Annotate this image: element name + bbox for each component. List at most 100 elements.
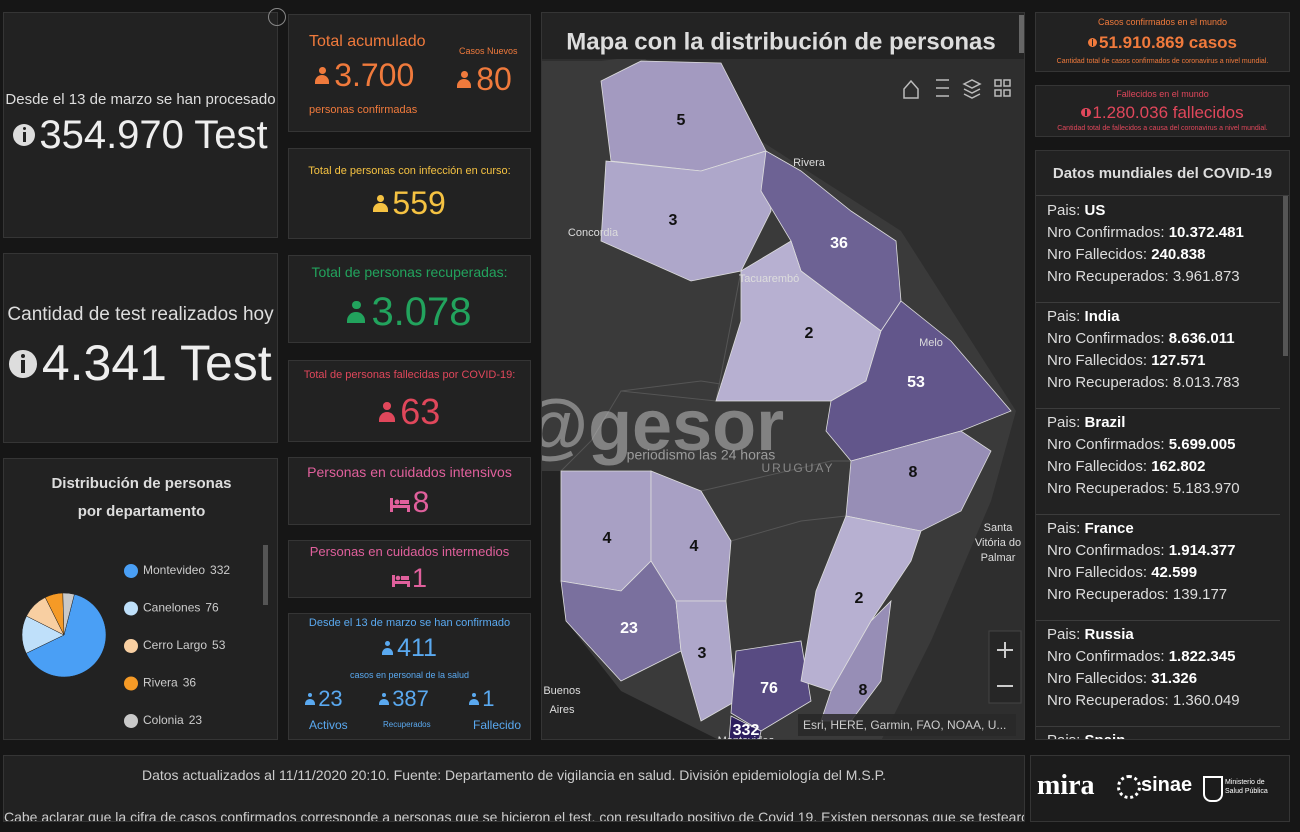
tests-today-value: 4.341 Test <box>4 334 277 392</box>
department-value: 23 <box>620 620 638 637</box>
country-row: Pais: Brazil Nro Confirmados: 5.699.005 Nr… <box>1036 408 1280 515</box>
scrollbar[interactable] <box>1283 196 1288 356</box>
person-icon <box>305 692 315 706</box>
country-row: Pais: India Nro Confirmados: 8.636.011 Nro… <box>1036 302 1280 409</box>
attribution-box <box>798 714 1016 736</box>
department-value: 3 <box>669 212 678 229</box>
country-country: Pais: Brazil <box>1047 414 1125 431</box>
person-icon <box>347 301 366 323</box>
new-cases-value: 80 <box>457 61 512 98</box>
legend-category: Colonia <box>143 713 184 727</box>
tests-processed-card: Desde el 13 de marzo se han procesado 35… <box>3 12 278 238</box>
department <box>730 640 812 732</box>
country-recovered: Nro Recuperados: 1.360.049 <box>1047 692 1240 709</box>
field-label: Pais: <box>1047 732 1080 739</box>
card-value: 8 <box>289 486 530 520</box>
country-deaths: Nro Fallecidos: 127.571 <box>1047 352 1205 369</box>
field-value: 42.599 <box>1151 564 1198 581</box>
country-confirmed: Nro Confirmados: 1.822.345 <box>1047 648 1235 665</box>
info-icon <box>13 124 36 146</box>
value: 1 <box>482 686 495 711</box>
place-label: Palmar <box>981 552 1016 564</box>
layers-button[interactable] <box>962 79 982 99</box>
department <box>728 715 762 739</box>
card-value: 411 <box>289 634 530 663</box>
health-item-label: Fallecido <box>473 718 522 732</box>
department-value: 36 <box>830 235 848 252</box>
place-label: Melo <box>919 337 943 349</box>
world-deaths-card: Fallecidos en el mundo 1.280.036 falleci… <box>1035 85 1290 137</box>
country-recovered: Nro Recuperados: 139.177 <box>1047 586 1227 603</box>
place-label: URUGUAY <box>761 461 834 475</box>
tests-today-label: Cantidad de test realizados hoy <box>7 304 274 325</box>
card-caption: personas confirmadas <box>309 104 418 116</box>
chart-title: Distribución de personas por departament… <box>51 475 232 520</box>
field-value: 139.177 <box>1172 586 1228 603</box>
card-title: Total de personas con infección en curso… <box>308 165 511 177</box>
field-label: Pais: <box>1047 520 1081 537</box>
legend-value: 23 <box>189 713 203 727</box>
distribution-card: Distribución de personas por departament… <box>3 458 278 740</box>
person-icon <box>373 194 388 213</box>
department-value: 8 <box>859 682 868 699</box>
info-icon <box>9 350 37 378</box>
place-label: Vitória do <box>975 537 1021 549</box>
person-icon <box>457 70 472 89</box>
legend-button[interactable] <box>936 79 949 97</box>
card-title: Total de personas recuperadas: <box>311 264 508 280</box>
country-row: Pais: France Nro Confirmados: 1.914.377 Nr… <box>1036 514 1280 621</box>
new-cases-title: Casos Nuevos <box>459 46 518 56</box>
health-card: Desde el 13 de marzo se han confirmado 4… <box>288 613 531 740</box>
card-caption: Cantidad total de fallecidos a causa del… <box>1057 125 1268 132</box>
country-country: Pais: Russia <box>1047 626 1134 643</box>
country-recovered: Nro Recuperados: 8.013.783 <box>1047 374 1240 391</box>
basemap-button[interactable] <box>994 79 1011 97</box>
country-country: Pais: France <box>1047 520 1134 537</box>
place-label: Montevideo <box>718 735 775 740</box>
home-button[interactable] <box>903 79 919 99</box>
card-value: 63 <box>289 391 530 433</box>
zoom-in-button[interactable] <box>997 642 1013 658</box>
department-value: 76 <box>760 680 778 697</box>
deceased-card: Total de personas fallecidas por COVID-1… <box>288 360 531 442</box>
field-value: 5.183.970 <box>1172 480 1240 497</box>
legend-label: Montevideo 332 <box>143 563 230 577</box>
field-value: Spain <box>1085 732 1126 739</box>
expand-button[interactable] <box>268 8 286 26</box>
person-icon <box>379 692 389 706</box>
field-label: Nro Fallecidos: <box>1047 670 1148 687</box>
place-label: Tacuarembó <box>739 273 800 285</box>
bed-icon <box>391 575 410 587</box>
country-row: Pais: Spain <box>1036 726 1280 739</box>
country-country: Pais: India <box>1047 308 1120 325</box>
field-label: Nro Confirmados: <box>1047 436 1165 453</box>
field-label: Nro Confirmados: <box>1047 648 1165 665</box>
card-title: Total de personas fallecidas por COVID-1… <box>303 369 516 381</box>
field-label: Nro Fallecidos: <box>1047 352 1148 369</box>
place-label: Aires <box>549 704 575 716</box>
legend-category: Montevideo <box>143 563 205 577</box>
scrollbar[interactable] <box>263 545 268 605</box>
field-label: Nro Confirmados: <box>1047 330 1165 347</box>
field-value: 8.013.783 <box>1172 374 1240 391</box>
value: 1.280.036 fallecidos <box>1092 103 1244 122</box>
card-title: Desde el 13 de marzo se han confirmado <box>308 617 511 629</box>
place-label: Concordia <box>568 227 619 239</box>
value: 23 <box>318 686 343 711</box>
person-icon <box>469 692 479 706</box>
department-value: 4 <box>603 530 612 547</box>
countries-list: Pais: US Nro Confirmados: 10.372.481 Nro F… <box>1036 196 1280 739</box>
card-title: Casos confirmados en el mundo <box>1097 17 1228 27</box>
health-item-label: Recuperados <box>383 720 431 729</box>
card-value: 3.700 <box>315 57 414 94</box>
field-label: Pais: <box>1047 414 1081 431</box>
department <box>675 600 737 722</box>
scrollbar[interactable] <box>1019 15 1024 53</box>
country-confirmed: Nro Confirmados: 1.914.377 <box>1047 542 1235 559</box>
field-label: Nro Recuperados: <box>1047 692 1169 709</box>
legend-value: 76 <box>205 601 219 615</box>
legend-swatch <box>124 639 138 653</box>
field-label: Pais: <box>1047 308 1081 325</box>
